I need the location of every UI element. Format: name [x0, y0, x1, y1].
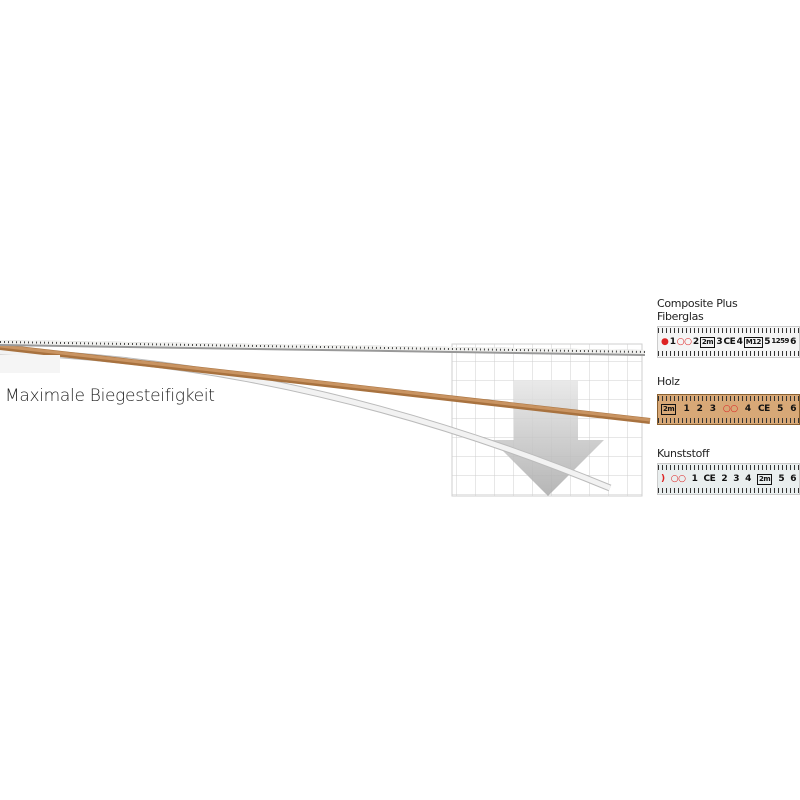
- swatch-holz: 2m 1 2 3 ○○ 4 CE 5 6: [657, 394, 800, 425]
- label-kunststoff: Kunststoff: [657, 447, 710, 460]
- label-holz: Holz: [657, 375, 680, 388]
- swatch-kunststoff: ) ○○ 1 CE 2 3 4 2m 5 6: [657, 463, 800, 495]
- label-composite: Composite Plus Fiberglas: [657, 297, 738, 323]
- swatch-composite: ● 1 ○○ 2 2m 3 CE 4 M12 5 1259 6: [657, 326, 800, 358]
- headline: Maximale Biegesteifigkeit: [5, 386, 215, 406]
